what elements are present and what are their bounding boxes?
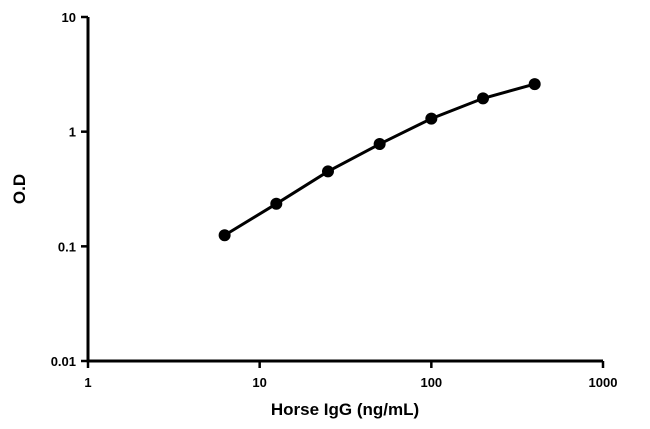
data-point <box>321 165 334 178</box>
y-tick-label: 0.01 <box>51 354 76 369</box>
x-tick-label: 10 <box>252 375 266 390</box>
data-point <box>218 229 231 242</box>
data-point <box>425 112 438 125</box>
data-point <box>477 92 490 105</box>
x-tick-label: 1000 <box>589 375 618 390</box>
x-axis-title: Horse IgG (ng/mL) <box>271 400 419 419</box>
y-tick-label: 0.1 <box>58 239 76 254</box>
x-tick-label: 100 <box>420 375 442 390</box>
data-point <box>373 138 386 151</box>
data-point <box>270 197 283 210</box>
y-axis-title: O.D <box>10 174 29 204</box>
x-tick-label: 1 <box>84 375 91 390</box>
data-point <box>528 78 541 91</box>
y-tick-label: 10 <box>62 10 76 25</box>
y-tick-label: 1 <box>69 125 76 140</box>
data-line <box>223 82 536 237</box>
